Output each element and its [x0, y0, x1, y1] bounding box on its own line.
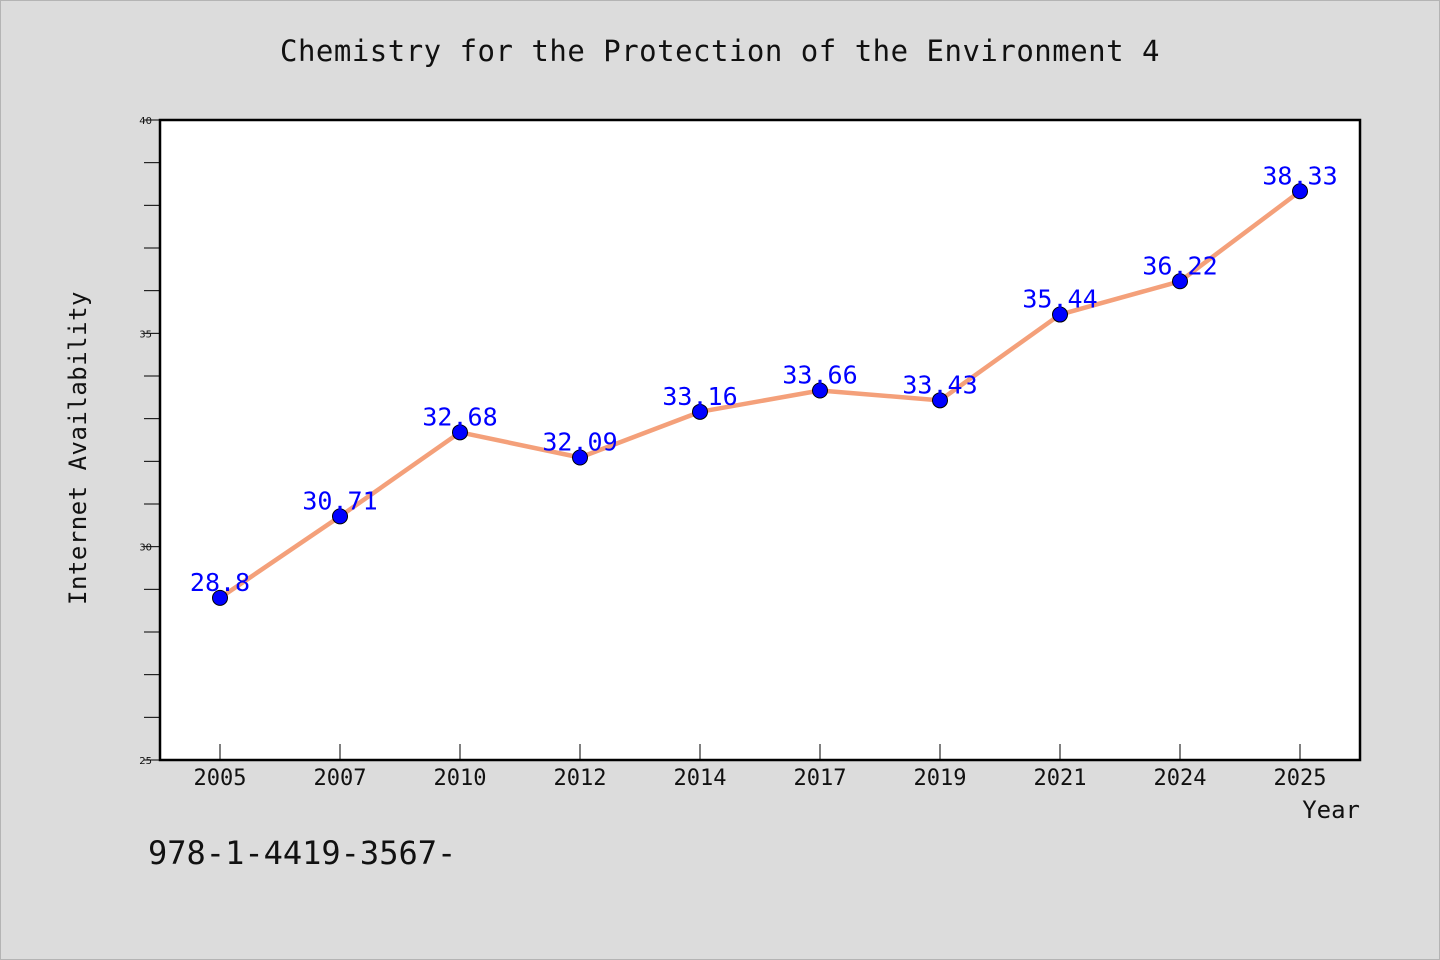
x-tick-label: 2007 [314, 766, 367, 791]
x-axis-label: Year [1302, 796, 1360, 824]
data-point [332, 508, 348, 525]
data-label: 33.43 [902, 370, 977, 399]
data-point [212, 589, 228, 606]
x-tick-label: 2012 [554, 766, 607, 791]
data-point [1172, 273, 1188, 290]
x-tick-label: 2010 [434, 766, 487, 791]
data-point [692, 403, 708, 420]
y-tick-label: 35 [139, 329, 152, 340]
axis-ticks: 25 30 35 40 2005 2007 2010 2012 2014 2017 2019 2021… [139, 116, 1326, 791]
y-tick-label: 25 [139, 756, 152, 767]
data-label: 32.09 [542, 427, 617, 456]
series-line [218, 189, 1302, 600]
x-tick-label: 2025 [1274, 766, 1327, 791]
data-point [452, 424, 468, 441]
data-point [1052, 306, 1068, 323]
data-label: 32.68 [422, 402, 497, 431]
isbn-footer: 978-1-4419-3567- [148, 834, 457, 872]
x-tick-label: 2019 [914, 766, 967, 791]
y-tick-label: 40 [139, 116, 152, 127]
x-tick-label: 2005 [194, 766, 247, 791]
data-label: 38.33 [1262, 161, 1337, 190]
x-tick-label: 2014 [674, 766, 727, 791]
plot-area [160, 120, 1360, 760]
data-label: 33.16 [662, 382, 737, 411]
data-point [1292, 183, 1308, 200]
data-label: 30.71 [302, 486, 377, 515]
data-label: 28.8 [190, 568, 250, 597]
x-tick-label: 2024 [1154, 766, 1207, 791]
data-point [572, 449, 588, 466]
data-label: 33.66 [782, 361, 857, 390]
data-point [932, 392, 948, 409]
y-tick-label: 30 [139, 543, 152, 554]
chart-title: Chemistry for the Protection of the Envi… [279, 34, 1160, 68]
plot-border [158, 118, 1362, 762]
data-labels: 28.8 30.71 32.68 32.09 33.16 33.66 33.43 35.44 3… [190, 161, 1338, 597]
series-layer [212, 183, 1308, 606]
data-label: 36.22 [1142, 251, 1217, 280]
data-point [812, 382, 828, 399]
data-label: 35.44 [1022, 285, 1097, 314]
x-tick-label: 2017 [794, 766, 847, 791]
x-tick-label: 2021 [1034, 766, 1087, 791]
